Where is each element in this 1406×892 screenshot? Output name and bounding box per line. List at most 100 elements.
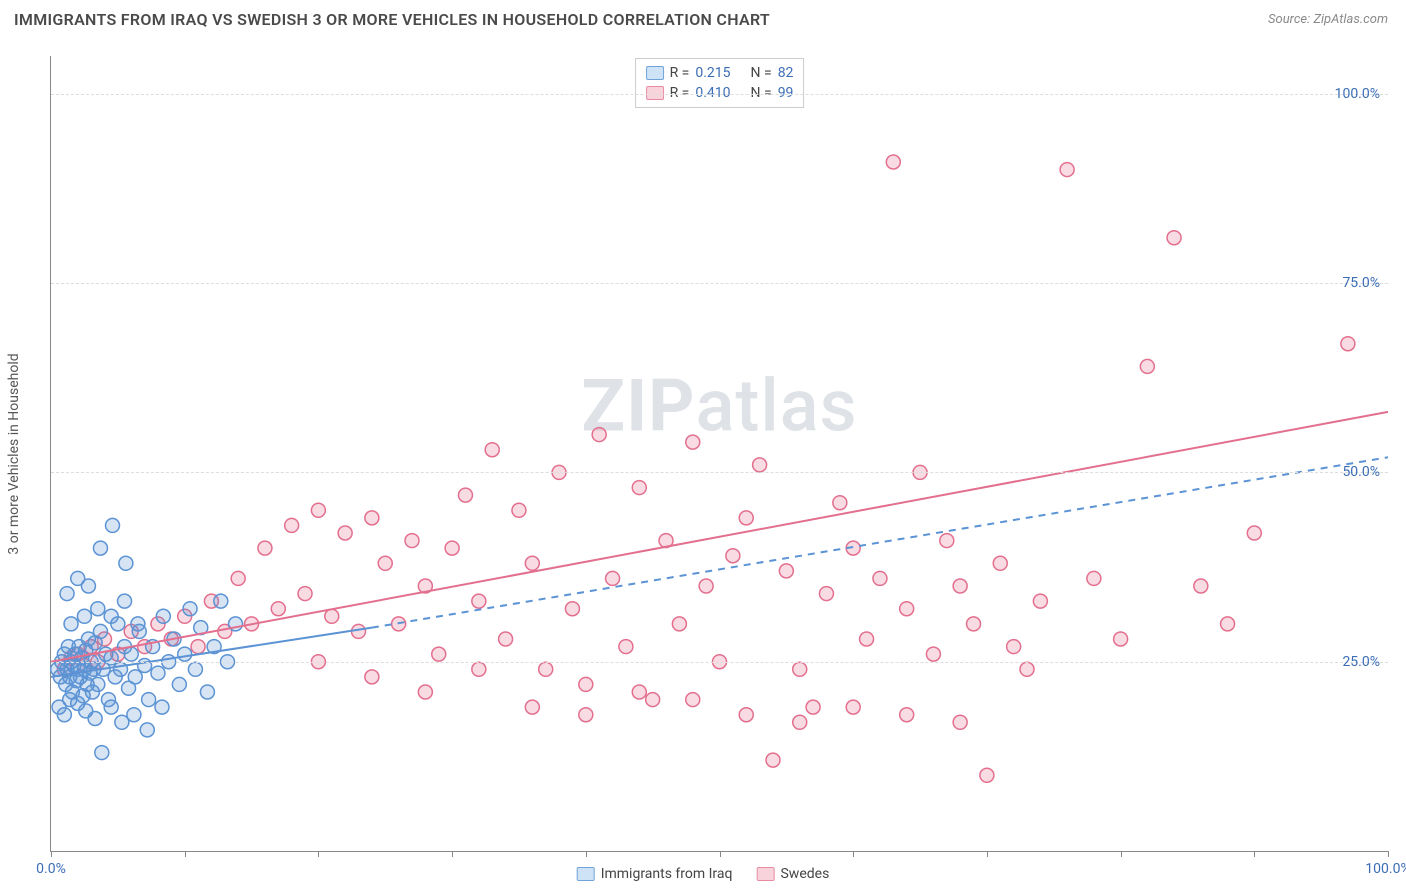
scatter-point xyxy=(739,511,753,525)
scatter-point xyxy=(214,594,228,608)
scatter-point xyxy=(940,534,954,548)
scatter-point xyxy=(93,541,107,555)
grid-line xyxy=(51,283,1388,284)
scatter-point xyxy=(512,503,526,517)
x-tick xyxy=(51,851,52,857)
scatter-point xyxy=(418,685,432,699)
legend-swatch xyxy=(756,867,774,881)
scatter-point xyxy=(64,617,78,631)
scatter-point xyxy=(525,700,539,714)
scatter-point xyxy=(104,651,118,665)
scatter-point xyxy=(95,746,109,760)
x-tick xyxy=(185,851,186,857)
grid-line xyxy=(51,662,1388,663)
source-attribution: Source: ZipAtlas.com xyxy=(1268,12,1388,27)
scatter-point xyxy=(1140,359,1154,373)
x-tick xyxy=(1121,851,1122,857)
scatter-point xyxy=(472,594,486,608)
scatter-point xyxy=(285,518,299,532)
legend-item: Immigrants from Iraq xyxy=(577,866,733,882)
scatter-point xyxy=(967,617,981,631)
x-tick xyxy=(853,851,854,857)
scatter-point xyxy=(458,488,472,502)
scatter-point xyxy=(155,700,169,714)
plot-area: ZIPatlas R =0.215N =82R =0.410N =99 25.0… xyxy=(50,56,1388,852)
scatter-point xyxy=(127,708,141,722)
x-tick-label: 0.0% xyxy=(36,861,66,877)
scatter-point xyxy=(686,435,700,449)
scatter-point xyxy=(806,700,820,714)
scatter-point xyxy=(846,700,860,714)
scatter-point xyxy=(77,609,91,623)
scatter-point xyxy=(93,624,107,638)
trend-line xyxy=(372,457,1388,627)
scatter-point xyxy=(900,602,914,616)
scatter-point xyxy=(298,587,312,601)
scatter-point xyxy=(114,662,128,676)
scatter-point xyxy=(525,556,539,570)
r-value: 0.215 xyxy=(695,65,730,81)
scatter-point xyxy=(142,693,156,707)
scatter-point xyxy=(128,670,142,684)
scatter-point xyxy=(993,556,1007,570)
scatter-point xyxy=(539,662,553,676)
scatter-point xyxy=(104,700,118,714)
scatter-point xyxy=(378,556,392,570)
trend-line xyxy=(51,412,1388,662)
scatter-point xyxy=(485,443,499,457)
scatter-point xyxy=(131,617,145,631)
scatter-point xyxy=(953,715,967,729)
scatter-point xyxy=(104,609,118,623)
scatter-point xyxy=(632,685,646,699)
scatter-point xyxy=(579,677,593,691)
scatter-point xyxy=(91,677,105,691)
scatter-point xyxy=(926,647,940,661)
scatter-point xyxy=(119,556,133,570)
scatter-point xyxy=(873,571,887,585)
scatter-point xyxy=(151,666,165,680)
scatter-point xyxy=(579,708,593,722)
stats-legend-row: R =0.215N =82 xyxy=(646,63,794,83)
grid-line xyxy=(51,472,1388,473)
scatter-svg xyxy=(51,56,1388,851)
scatter-point xyxy=(106,518,120,532)
x-tick xyxy=(452,851,453,857)
x-tick xyxy=(1388,851,1389,857)
scatter-point xyxy=(338,526,352,540)
scatter-point xyxy=(726,549,740,563)
scatter-point xyxy=(183,602,197,616)
legend-item: Swedes xyxy=(756,866,829,882)
scatter-point xyxy=(793,662,807,676)
scatter-point xyxy=(405,534,419,548)
scatter-point xyxy=(472,662,486,676)
x-tick xyxy=(1254,851,1255,857)
scatter-point xyxy=(311,503,325,517)
scatter-point xyxy=(766,753,780,767)
scatter-point xyxy=(1341,337,1355,351)
scatter-point xyxy=(1007,640,1021,654)
scatter-point xyxy=(124,647,138,661)
scatter-point xyxy=(499,632,513,646)
x-tick xyxy=(987,851,988,857)
x-tick xyxy=(720,851,721,857)
scatter-point xyxy=(1033,594,1047,608)
scatter-point xyxy=(699,579,713,593)
grid-line xyxy=(51,94,1388,95)
scatter-point xyxy=(1087,571,1101,585)
scatter-point xyxy=(739,708,753,722)
scatter-point xyxy=(1221,617,1235,631)
r-label: R = xyxy=(670,65,690,81)
scatter-point xyxy=(57,708,71,722)
scatter-point xyxy=(258,541,272,555)
scatter-point xyxy=(1247,526,1261,540)
scatter-point xyxy=(188,662,202,676)
x-tick-label: 100.0% xyxy=(1365,861,1406,877)
x-tick xyxy=(586,851,587,857)
legend-label: Immigrants from Iraq xyxy=(601,866,733,882)
legend-label: Swedes xyxy=(780,866,829,882)
scatter-point xyxy=(980,768,994,782)
scatter-point xyxy=(432,647,446,661)
scatter-point xyxy=(819,587,833,601)
scatter-point xyxy=(646,693,660,707)
scatter-point xyxy=(88,712,102,726)
